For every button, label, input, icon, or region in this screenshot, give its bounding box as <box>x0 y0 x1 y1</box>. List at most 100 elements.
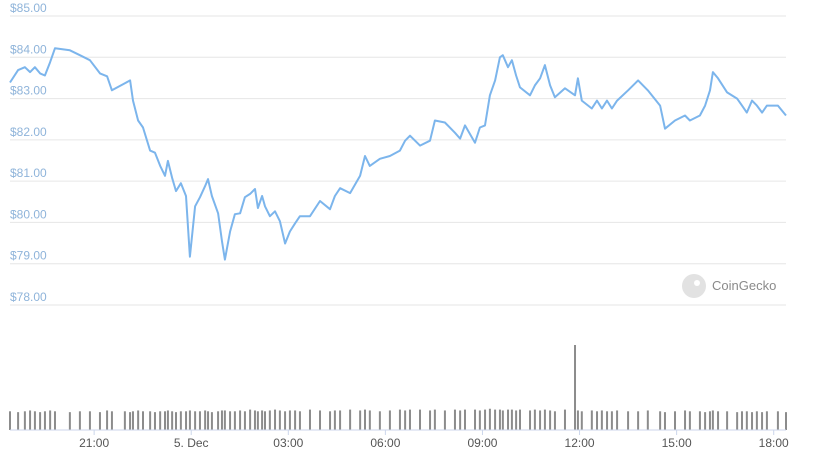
volume-bar <box>284 411 287 430</box>
volume-bar <box>600 410 603 430</box>
y-tick-label: $82.00 <box>10 125 47 139</box>
volume-bar <box>388 410 391 430</box>
volume-bar <box>663 412 666 430</box>
volume-bar <box>308 409 311 430</box>
volume-bar <box>274 409 277 430</box>
volume-bar <box>123 411 126 430</box>
volume-bar <box>217 411 220 430</box>
volume-bar <box>229 411 232 430</box>
volume-bar <box>68 412 71 430</box>
volume-bar <box>688 411 691 430</box>
volume-bar <box>698 411 701 430</box>
volume-bar <box>298 411 301 430</box>
x-tick-label: 21:00 <box>79 436 109 450</box>
volume-bar <box>515 410 518 430</box>
volume-bar <box>711 410 714 430</box>
volume-bar <box>745 411 748 430</box>
volume-bar <box>220 410 223 430</box>
volume-bar <box>359 410 362 430</box>
volume-bar <box>98 412 101 430</box>
volume-bar <box>253 410 256 430</box>
volume-bar <box>23 411 26 430</box>
volume-bar <box>637 411 640 430</box>
volume-bar <box>627 411 630 430</box>
volume-bar <box>159 411 162 430</box>
volume-bar <box>78 411 81 430</box>
volume-bar <box>261 410 264 430</box>
watermark: CoinGecko <box>712 278 776 293</box>
volume-bar <box>288 410 291 430</box>
volume-bar <box>110 411 113 430</box>
volume-bar <box>368 410 371 430</box>
volume-bar <box>142 411 145 430</box>
volume-bar <box>529 410 532 430</box>
volume-bar <box>210 412 213 430</box>
volume-bar <box>484 409 487 430</box>
volume-bar <box>363 409 366 430</box>
volume-bar <box>188 410 191 430</box>
y-tick-label: $80.00 <box>10 207 47 221</box>
volume-bar <box>590 410 593 430</box>
volume-bar <box>339 410 342 430</box>
volume-bar <box>576 410 579 430</box>
volume-bar <box>776 411 779 430</box>
volume-bar <box>751 412 754 430</box>
volume-bar <box>507 409 510 430</box>
volume-bar <box>684 410 687 430</box>
y-tick-label: $78.00 <box>10 290 47 304</box>
volume-bar <box>563 409 566 430</box>
volume-bar <box>185 411 188 430</box>
volume-bar <box>596 411 599 430</box>
x-tick-label: 06:00 <box>370 436 400 450</box>
volume-bar <box>736 412 739 430</box>
volume-bar <box>717 411 720 430</box>
volume-bar <box>153 412 156 430</box>
volume-bar <box>539 410 542 430</box>
x-tick-label: 18:00 <box>759 436 789 450</box>
volume-bar <box>498 409 501 430</box>
volume-bar <box>198 411 201 430</box>
volume-bar <box>510 409 513 430</box>
volume-bar <box>223 410 226 430</box>
volume-bar <box>474 409 477 430</box>
volume-bar <box>294 410 297 430</box>
volume-bar <box>761 412 764 430</box>
volume-bar <box>278 410 281 430</box>
volume-bar <box>129 412 132 430</box>
volume-bar <box>106 410 109 430</box>
y-tick-label: $84.00 <box>10 42 47 56</box>
volume-bar <box>459 410 462 430</box>
volume-bar <box>453 409 456 430</box>
volume-bar <box>329 411 332 430</box>
volume-bar <box>33 411 36 430</box>
volume-bar <box>463 409 466 430</box>
x-tick-label: 15:00 <box>662 436 692 450</box>
volume-bar <box>488 408 491 430</box>
volume-bar <box>53 411 56 430</box>
volume-bar <box>549 410 552 430</box>
volume-bar <box>319 410 322 430</box>
volume-bar <box>268 410 271 430</box>
volume-bar <box>175 412 178 430</box>
volume-bar <box>194 411 197 430</box>
volume-bar <box>765 411 768 430</box>
volume-bar <box>256 411 259 430</box>
volume-bar <box>419 409 422 430</box>
volume-bar <box>704 412 707 430</box>
volume-bar <box>443 410 446 430</box>
volume-bar <box>606 411 609 430</box>
volume-bar <box>726 411 729 430</box>
volume-bar <box>207 411 210 430</box>
volume-bar <box>740 411 743 430</box>
y-tick-label: $85.00 <box>10 1 47 15</box>
volume-bar <box>243 411 246 430</box>
volume-bar <box>708 411 711 430</box>
volume-bar <box>204 410 207 430</box>
x-tick-label: 12:00 <box>565 436 595 450</box>
volume-bar <box>580 411 583 430</box>
volume-bar <box>429 410 432 430</box>
volume-bar <box>518 409 521 430</box>
volume-bar <box>149 411 152 430</box>
watermark-icon-eye <box>694 280 700 286</box>
